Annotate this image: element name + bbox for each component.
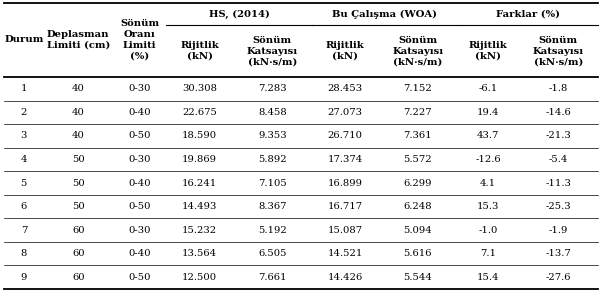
Text: 9.353: 9.353 — [258, 131, 287, 140]
Text: -11.3: -11.3 — [545, 178, 571, 188]
Text: 0-50: 0-50 — [128, 273, 151, 282]
Text: -13.7: -13.7 — [545, 249, 571, 258]
Text: 60: 60 — [72, 273, 84, 282]
Text: 5.544: 5.544 — [403, 273, 432, 282]
Text: 8: 8 — [20, 249, 27, 258]
Text: 7.152: 7.152 — [403, 84, 432, 93]
Text: 5: 5 — [20, 178, 27, 188]
Text: 19.869: 19.869 — [182, 155, 217, 164]
Text: 6.505: 6.505 — [258, 249, 287, 258]
Text: 43.7: 43.7 — [477, 131, 499, 140]
Text: 18.590: 18.590 — [182, 131, 217, 140]
Text: -1.9: -1.9 — [548, 226, 568, 235]
Text: 1: 1 — [20, 84, 27, 93]
Text: 0-40: 0-40 — [128, 178, 151, 188]
Text: 60: 60 — [72, 249, 84, 258]
Text: 14.426: 14.426 — [327, 273, 363, 282]
Text: 0-30: 0-30 — [128, 155, 151, 164]
Text: 0-30: 0-30 — [128, 84, 151, 93]
Text: -1.8: -1.8 — [548, 84, 568, 93]
Text: -21.3: -21.3 — [545, 131, 571, 140]
Text: 8.367: 8.367 — [258, 202, 287, 211]
Text: 22.675: 22.675 — [182, 108, 217, 117]
Text: 50: 50 — [72, 178, 85, 188]
Text: 6: 6 — [20, 202, 27, 211]
Text: 7.661: 7.661 — [258, 273, 287, 282]
Text: 15.232: 15.232 — [182, 226, 217, 235]
Text: 60: 60 — [72, 226, 84, 235]
Text: Sönüm
Katsayısı
(kN·s/m): Sönüm Katsayısı (kN·s/m) — [393, 36, 444, 66]
Text: 14.521: 14.521 — [327, 249, 363, 258]
Text: 27.073: 27.073 — [327, 108, 362, 117]
Text: 5.616: 5.616 — [403, 249, 432, 258]
Text: 40: 40 — [72, 84, 85, 93]
Text: 7.105: 7.105 — [258, 178, 287, 188]
Text: 7.361: 7.361 — [403, 131, 432, 140]
Text: 8.458: 8.458 — [258, 108, 287, 117]
Text: 7: 7 — [20, 226, 27, 235]
Text: Rijitlik
(kN): Rijitlik (kN) — [469, 41, 507, 61]
Text: 14.493: 14.493 — [182, 202, 217, 211]
Text: -27.6: -27.6 — [545, 273, 571, 282]
Text: 5.094: 5.094 — [403, 226, 432, 235]
Text: 50: 50 — [72, 155, 85, 164]
Text: -5.4: -5.4 — [548, 155, 568, 164]
Text: 15.3: 15.3 — [477, 202, 499, 211]
Text: 26.710: 26.710 — [327, 131, 362, 140]
Text: 0-30: 0-30 — [128, 226, 151, 235]
Text: 15.4: 15.4 — [477, 273, 499, 282]
Text: 19.4: 19.4 — [477, 108, 499, 117]
Text: -1.0: -1.0 — [479, 226, 498, 235]
Text: 12.500: 12.500 — [182, 273, 217, 282]
Text: 28.453: 28.453 — [327, 84, 362, 93]
Text: 5.192: 5.192 — [258, 226, 287, 235]
Text: -25.3: -25.3 — [545, 202, 571, 211]
Text: 16.717: 16.717 — [327, 202, 362, 211]
Text: HS, (2014): HS, (2014) — [209, 9, 270, 18]
Text: 6.248: 6.248 — [403, 202, 432, 211]
Text: 40: 40 — [72, 131, 85, 140]
Text: Sönüm
Katsayısı
(kN·s/m): Sönüm Katsayısı (kN·s/m) — [533, 36, 584, 66]
Text: 13.564: 13.564 — [182, 249, 217, 258]
Text: 17.374: 17.374 — [327, 155, 363, 164]
Text: -14.6: -14.6 — [545, 108, 571, 117]
Text: 16.899: 16.899 — [327, 178, 362, 188]
Text: 2: 2 — [20, 108, 27, 117]
Text: 7.227: 7.227 — [403, 108, 432, 117]
Text: 4.1: 4.1 — [480, 178, 496, 188]
Text: 16.241: 16.241 — [182, 178, 217, 188]
Text: 4: 4 — [20, 155, 27, 164]
Text: -12.6: -12.6 — [476, 155, 501, 164]
Text: 50: 50 — [72, 202, 85, 211]
Text: Farklar (%): Farklar (%) — [496, 9, 560, 18]
Text: 7.1: 7.1 — [480, 249, 496, 258]
Text: Rijitlik
(kN): Rijitlik (kN) — [326, 41, 364, 61]
Text: 30.308: 30.308 — [182, 84, 217, 93]
Text: Deplasman
Limiti (cm): Deplasman Limiti (cm) — [46, 30, 110, 50]
Text: 0-40: 0-40 — [128, 108, 151, 117]
Text: Durum: Durum — [4, 35, 43, 45]
Text: -6.1: -6.1 — [479, 84, 498, 93]
Text: 0-50: 0-50 — [128, 202, 151, 211]
Text: 40: 40 — [72, 108, 85, 117]
Text: 0-50: 0-50 — [128, 131, 151, 140]
Text: 15.087: 15.087 — [327, 226, 362, 235]
Text: 5.572: 5.572 — [403, 155, 432, 164]
Text: 6.299: 6.299 — [403, 178, 432, 188]
Text: Sönüm
Oranı
Limiti
(%): Sönüm Oranı Limiti (%) — [120, 19, 159, 61]
Text: Sönüm
Katsayısı
(kN·s/m): Sönüm Katsayısı (kN·s/m) — [247, 36, 298, 66]
Text: 9: 9 — [20, 273, 27, 282]
Text: Rijitlik
(kN): Rijitlik (kN) — [180, 41, 219, 61]
Text: 3: 3 — [20, 131, 27, 140]
Text: 5.892: 5.892 — [258, 155, 287, 164]
Text: 0-40: 0-40 — [128, 249, 151, 258]
Text: Bu Çalışma (WOA): Bu Çalışma (WOA) — [332, 9, 437, 18]
Text: 7.283: 7.283 — [258, 84, 287, 93]
